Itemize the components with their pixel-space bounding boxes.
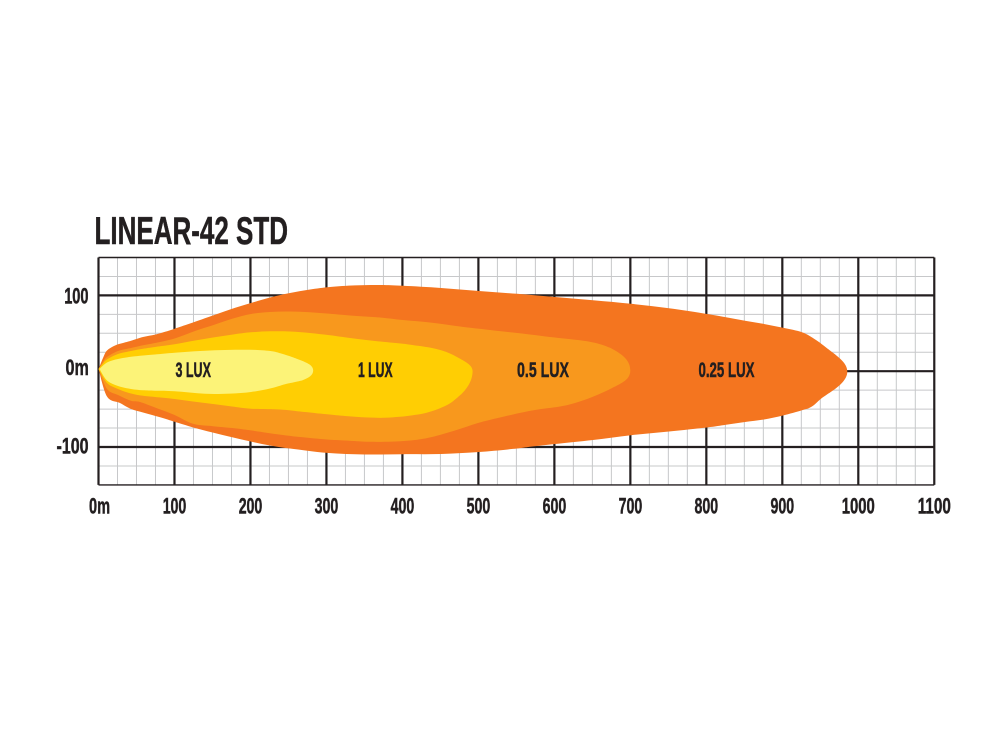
svg-text:200: 200 (239, 494, 263, 519)
svg-text:LINEAR-42 STD: LINEAR-42 STD (95, 210, 289, 253)
svg-text:800: 800 (695, 494, 719, 519)
svg-text:100: 100 (64, 283, 88, 308)
svg-text:900: 900 (771, 494, 795, 519)
svg-text:1000: 1000 (842, 494, 875, 519)
svg-text:700: 700 (619, 494, 643, 519)
svg-text:300: 300 (315, 494, 339, 519)
svg-text:100: 100 (163, 494, 187, 519)
svg-text:0.25 LUX: 0.25 LUX (699, 358, 755, 382)
svg-text:400: 400 (391, 494, 415, 519)
svg-text:1100: 1100 (918, 494, 951, 519)
svg-text:600: 600 (543, 494, 567, 519)
svg-text:500: 500 (467, 494, 491, 519)
svg-text:0.5 LUX: 0.5 LUX (517, 358, 570, 382)
svg-text:3 LUX: 3 LUX (176, 358, 212, 382)
svg-text:0m: 0m (89, 494, 110, 519)
svg-text:1 LUX: 1 LUX (358, 358, 393, 382)
svg-text:0m: 0m (66, 355, 89, 380)
svg-text:-100: -100 (57, 433, 89, 458)
